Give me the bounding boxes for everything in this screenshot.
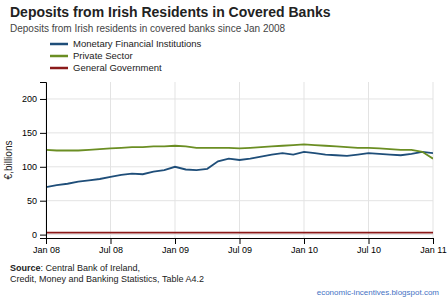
subtitle: Deposits from Irish residents in covered… [10, 23, 286, 34]
legend-item: Monetary Financial Institutions [50, 38, 202, 49]
chart: Deposits from Irish Residents in Covered… [0, 0, 447, 300]
source-text: Credit, Money and Banking Statistics, Ta… [10, 274, 204, 284]
y-tick-mark [40, 167, 46, 168]
x-tick-mark [240, 238, 241, 244]
y-tick: 50 [27, 196, 46, 206]
y-axis-title: €,billions [3, 141, 14, 180]
x-tick: Jul 08 [99, 238, 123, 255]
legend-swatch [50, 67, 68, 70]
x-tick-mark [433, 238, 434, 244]
title: Deposits from Irish Residents in Covered… [10, 4, 331, 20]
x-tick: Jan 10 [291, 238, 318, 255]
y-axis-line [40, 83, 47, 239]
y-tick-mark [40, 235, 46, 236]
x-tick-label: Jan 11 [420, 245, 446, 255]
grid [46, 82, 433, 238]
y-tick: 0 [32, 230, 46, 240]
x-tick-mark [111, 238, 112, 244]
legend-label: Monetary Financial Institutions [73, 38, 202, 49]
grid-line-x [304, 82, 305, 238]
x-tick: Jan 08 [33, 238, 60, 255]
lines [46, 144, 433, 232]
x-tick-label: Jan 09 [162, 245, 189, 255]
x-axis-line [47, 239, 434, 245]
y-tick-label: 150 [22, 128, 37, 138]
y-tick: 150 [22, 128, 46, 138]
legend-label: Private Sector [73, 50, 133, 61]
series-line [46, 232, 433, 234]
x-tick-mark [175, 238, 176, 244]
y-axis: 0 50 100 150 200 [22, 83, 47, 240]
y-tick-label: 50 [27, 196, 37, 206]
y-tick-mark [40, 99, 46, 100]
grid-line-x [110, 82, 111, 238]
x-tick: Jan 11 [420, 238, 446, 255]
x-tick-label: Jan 08 [33, 245, 60, 255]
x-tick: Jan 09 [162, 238, 189, 255]
x-tick-mark [304, 238, 305, 244]
x-axis: Jan 08 Jul 08 Jan 09 Jul 09 Jan 10 Jul 10 Jan … [33, 238, 447, 255]
legend-item: Private Sector [50, 50, 133, 61]
x-tick: Jul 10 [357, 238, 381, 255]
legend-swatch [50, 43, 68, 46]
source-text: : Central Bank of Ireland, [41, 263, 141, 273]
y-tick-label: 100 [22, 162, 37, 172]
x-tick-label: Jul 08 [99, 245, 123, 255]
y-tick: 200 [22, 94, 46, 104]
source-label: Source [10, 263, 41, 273]
y-tick-label: 200 [22, 94, 37, 104]
website: economic-incentives.blogspot.com [317, 288, 440, 297]
x-tick: Jul 09 [228, 238, 252, 255]
source: Source: Central Bank of Ireland, [10, 263, 140, 273]
y-tick: 100 [22, 162, 46, 172]
y-tick-label: 0 [32, 230, 37, 240]
grid-line-x [433, 82, 434, 238]
y-tick-mark [40, 133, 46, 134]
grid-line-x [175, 82, 176, 238]
legend: Monetary Financial InstitutionsPrivate S… [50, 38, 202, 73]
x-tick-mark [369, 238, 370, 244]
y-tick-mark [40, 201, 46, 202]
x-tick-label: Jul 10 [357, 245, 381, 255]
x-tick-label: Jul 09 [228, 245, 252, 255]
series-line [46, 152, 433, 187]
legend-label: General Government [73, 62, 162, 73]
x-tick-label: Jan 10 [291, 245, 318, 255]
legend-item: General Government [50, 62, 162, 73]
grid-line-x [368, 82, 369, 238]
legend-swatch [50, 55, 68, 58]
series-line [46, 144, 433, 158]
